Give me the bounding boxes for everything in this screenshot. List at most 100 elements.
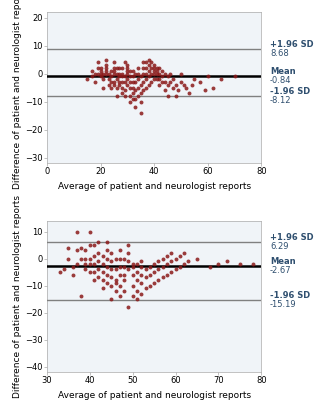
Text: -1.96 SD: -1.96 SD	[270, 290, 310, 300]
Point	[117, 73, 122, 80]
Point	[113, 255, 118, 262]
Point	[135, 65, 141, 71]
Point	[149, 65, 154, 71]
Point	[117, 282, 123, 289]
Point	[100, 76, 106, 82]
Point	[139, 290, 144, 297]
Point	[92, 79, 98, 85]
Y-axis label: Difference of patient and neurologist reports: Difference of patient and neurologist re…	[13, 195, 22, 398]
Point	[111, 68, 117, 74]
Text: -15.19: -15.19	[270, 300, 296, 308]
Point	[130, 293, 135, 300]
Point	[121, 264, 127, 270]
Point	[197, 79, 202, 85]
Point	[157, 82, 162, 88]
Point	[135, 76, 141, 82]
Point	[127, 84, 133, 91]
Point	[135, 93, 141, 99]
Point	[98, 73, 103, 80]
Point	[139, 280, 144, 286]
Point	[130, 261, 135, 267]
Point	[177, 264, 183, 270]
Point	[127, 68, 133, 74]
Point	[154, 68, 159, 74]
Point	[189, 82, 194, 88]
Point	[57, 269, 62, 275]
Point	[119, 65, 125, 71]
Point	[151, 76, 157, 82]
Point	[151, 65, 157, 71]
Point	[159, 79, 165, 85]
Point	[113, 288, 118, 294]
Point	[143, 84, 149, 91]
Point	[134, 269, 140, 275]
Point	[100, 277, 105, 283]
Point	[83, 261, 88, 267]
Point	[173, 93, 178, 99]
Y-axis label: Difference of patient and neurologist reports: Difference of patient and neurologist re…	[13, 0, 22, 189]
Point	[92, 70, 98, 77]
Point	[90, 73, 95, 80]
Point	[122, 59, 127, 66]
Point	[127, 93, 133, 99]
Point	[96, 239, 101, 246]
Point	[173, 82, 178, 88]
Point	[143, 274, 148, 281]
Point	[100, 261, 105, 267]
Point	[103, 65, 109, 71]
Point	[104, 272, 110, 278]
Point	[159, 68, 165, 74]
Point	[138, 110, 143, 116]
Point	[157, 70, 162, 77]
Point	[151, 70, 157, 77]
Point	[100, 84, 106, 91]
Point	[146, 62, 151, 68]
Point	[127, 98, 133, 105]
Point	[134, 288, 140, 294]
Point	[96, 266, 101, 272]
Point	[162, 87, 168, 94]
Point	[130, 73, 135, 80]
Point	[125, 70, 130, 77]
Point	[100, 269, 105, 275]
Point	[130, 264, 135, 270]
Point	[146, 82, 151, 88]
Point	[78, 255, 84, 262]
Point	[164, 253, 170, 259]
Point	[130, 282, 135, 289]
Point	[138, 82, 143, 88]
Point	[95, 70, 100, 77]
Point	[133, 96, 138, 102]
Point	[146, 73, 151, 80]
Point	[143, 65, 149, 71]
Point	[135, 84, 141, 91]
Point	[122, 73, 127, 80]
Point	[173, 266, 178, 272]
Point	[205, 73, 210, 80]
Point	[109, 266, 114, 272]
Point	[117, 79, 122, 85]
Point	[119, 70, 125, 77]
Point	[186, 258, 191, 264]
Point	[126, 250, 131, 256]
Point	[169, 250, 174, 256]
Point	[98, 68, 103, 74]
Point	[169, 269, 174, 275]
Point	[157, 76, 162, 82]
Point	[156, 266, 161, 272]
Point	[119, 73, 125, 80]
Point	[113, 277, 118, 283]
Point	[182, 250, 187, 256]
Point	[119, 84, 125, 91]
Point	[147, 264, 152, 270]
Point	[169, 258, 174, 264]
Point	[173, 255, 178, 262]
Point	[134, 277, 140, 283]
Point	[139, 264, 144, 270]
Point	[143, 285, 148, 292]
Point	[125, 62, 130, 68]
Point	[176, 87, 181, 94]
Point	[147, 282, 152, 289]
Point	[109, 274, 114, 281]
Point	[168, 79, 173, 85]
